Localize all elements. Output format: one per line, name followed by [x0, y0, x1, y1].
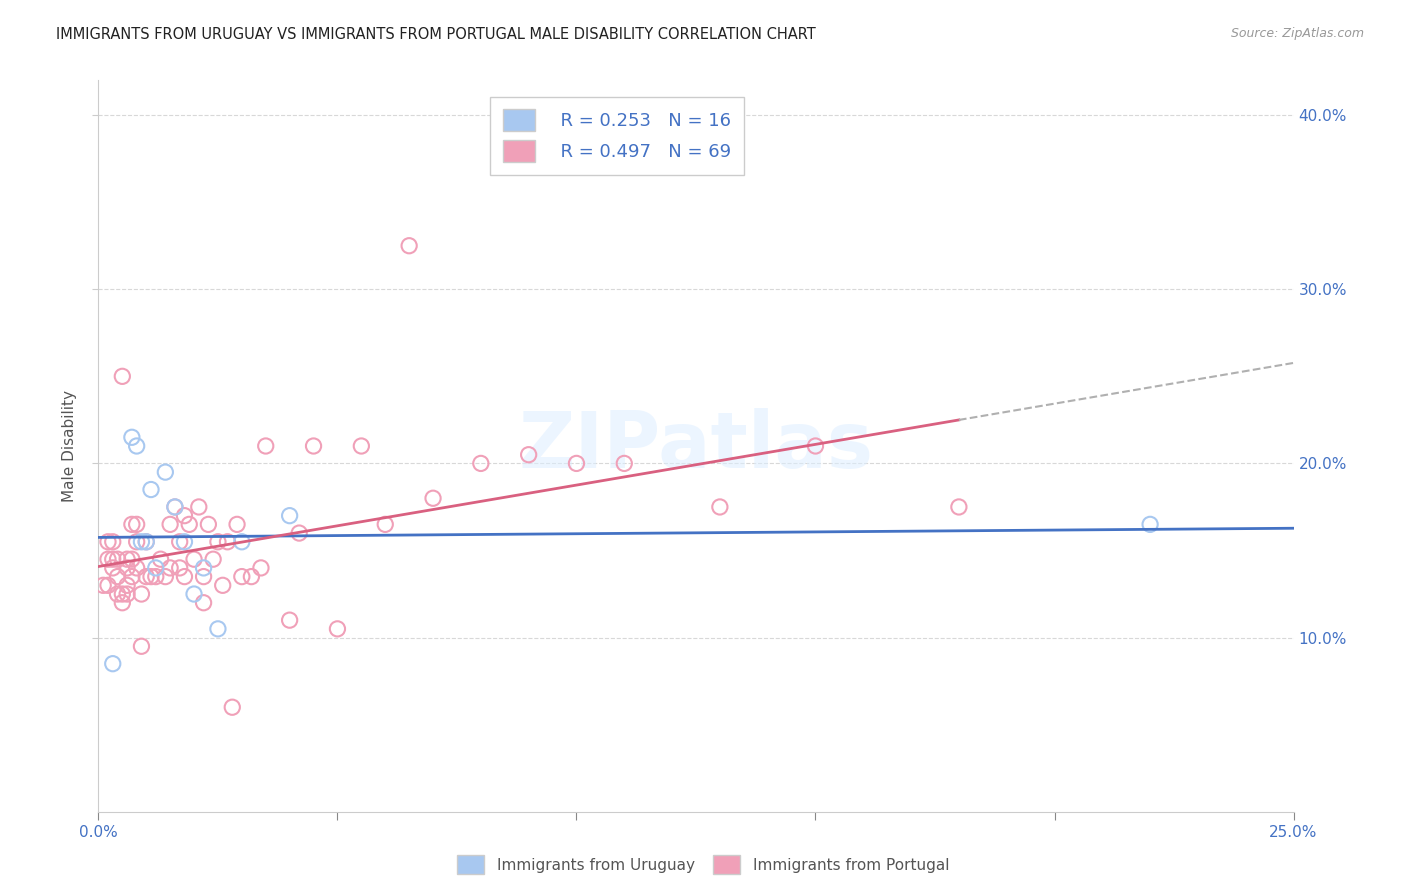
- Point: [250, 561, 273, 575]
- Point: [131, 587, 153, 601]
- Point: [211, 578, 233, 592]
- Point: [107, 587, 129, 601]
- Point: [231, 534, 253, 549]
- Point: [155, 465, 177, 479]
- Point: [202, 552, 225, 566]
- Point: [193, 561, 215, 575]
- Point: [173, 569, 195, 583]
- Point: [278, 508, 301, 523]
- Point: [91, 578, 114, 592]
- Point: [107, 569, 129, 583]
- Point: [226, 517, 249, 532]
- Point: [131, 534, 153, 549]
- Point: [709, 500, 731, 514]
- Point: [169, 534, 191, 549]
- Point: [231, 569, 253, 583]
- Point: [115, 587, 138, 601]
- Y-axis label: Male Disability: Male Disability: [62, 390, 77, 502]
- Point: [111, 369, 134, 384]
- Point: [121, 430, 143, 444]
- Point: [155, 569, 177, 583]
- Point: [131, 640, 153, 654]
- Point: [288, 526, 311, 541]
- Point: [111, 587, 134, 601]
- Point: [422, 491, 444, 506]
- Point: [135, 569, 157, 583]
- Point: [217, 534, 239, 549]
- Point: [187, 500, 209, 514]
- Point: [517, 448, 540, 462]
- Point: [565, 457, 588, 471]
- Point: [183, 552, 205, 566]
- Point: [163, 500, 186, 514]
- Point: [163, 500, 186, 514]
- Point: [125, 534, 148, 549]
- Point: [97, 552, 120, 566]
- Text: Source: ZipAtlas.com: Source: ZipAtlas.com: [1230, 27, 1364, 40]
- Point: [97, 534, 120, 549]
- Point: [326, 622, 349, 636]
- Point: [159, 517, 181, 532]
- Point: [121, 569, 143, 583]
- Point: [121, 517, 143, 532]
- Point: [149, 552, 172, 566]
- Point: [183, 587, 205, 601]
- Point: [207, 534, 229, 549]
- Point: [1139, 517, 1161, 532]
- Point: [613, 457, 636, 471]
- Point: [125, 439, 148, 453]
- Point: [197, 517, 219, 532]
- Point: [145, 569, 167, 583]
- Point: [135, 534, 157, 549]
- Point: [159, 561, 181, 575]
- Point: [398, 238, 420, 252]
- Point: [173, 508, 195, 523]
- Point: [97, 578, 120, 592]
- Point: [169, 561, 191, 575]
- Point: [350, 439, 373, 453]
- Legend: Immigrants from Uruguay, Immigrants from Portugal: Immigrants from Uruguay, Immigrants from…: [451, 849, 955, 880]
- Point: [101, 561, 124, 575]
- Point: [145, 561, 167, 575]
- Point: [101, 552, 124, 566]
- Point: [804, 439, 827, 453]
- Point: [101, 534, 124, 549]
- Point: [302, 439, 325, 453]
- Point: [374, 517, 396, 532]
- Point: [107, 552, 129, 566]
- Text: IMMIGRANTS FROM URUGUAY VS IMMIGRANTS FROM PORTUGAL MALE DISABILITY CORRELATION : IMMIGRANTS FROM URUGUAY VS IMMIGRANTS FR…: [56, 27, 815, 42]
- Point: [193, 596, 215, 610]
- Point: [254, 439, 277, 453]
- Point: [207, 622, 229, 636]
- Point: [135, 534, 157, 549]
- Point: [125, 517, 148, 532]
- Text: ZIPatlas: ZIPatlas: [519, 408, 873, 484]
- Point: [139, 483, 162, 497]
- Point: [948, 500, 970, 514]
- Point: [115, 561, 138, 575]
- Point: [240, 569, 263, 583]
- Point: [139, 569, 162, 583]
- Point: [111, 596, 134, 610]
- Point: [173, 534, 195, 549]
- Point: [121, 552, 143, 566]
- Point: [115, 552, 138, 566]
- Point: [470, 457, 492, 471]
- Point: [125, 561, 148, 575]
- Point: [221, 700, 243, 714]
- Point: [179, 517, 201, 532]
- Point: [278, 613, 301, 627]
- Point: [193, 569, 215, 583]
- Legend:   R = 0.253   N = 16,   R = 0.497   N = 69: R = 0.253 N = 16, R = 0.497 N = 69: [489, 96, 744, 175]
- Point: [101, 657, 124, 671]
- Point: [115, 578, 138, 592]
